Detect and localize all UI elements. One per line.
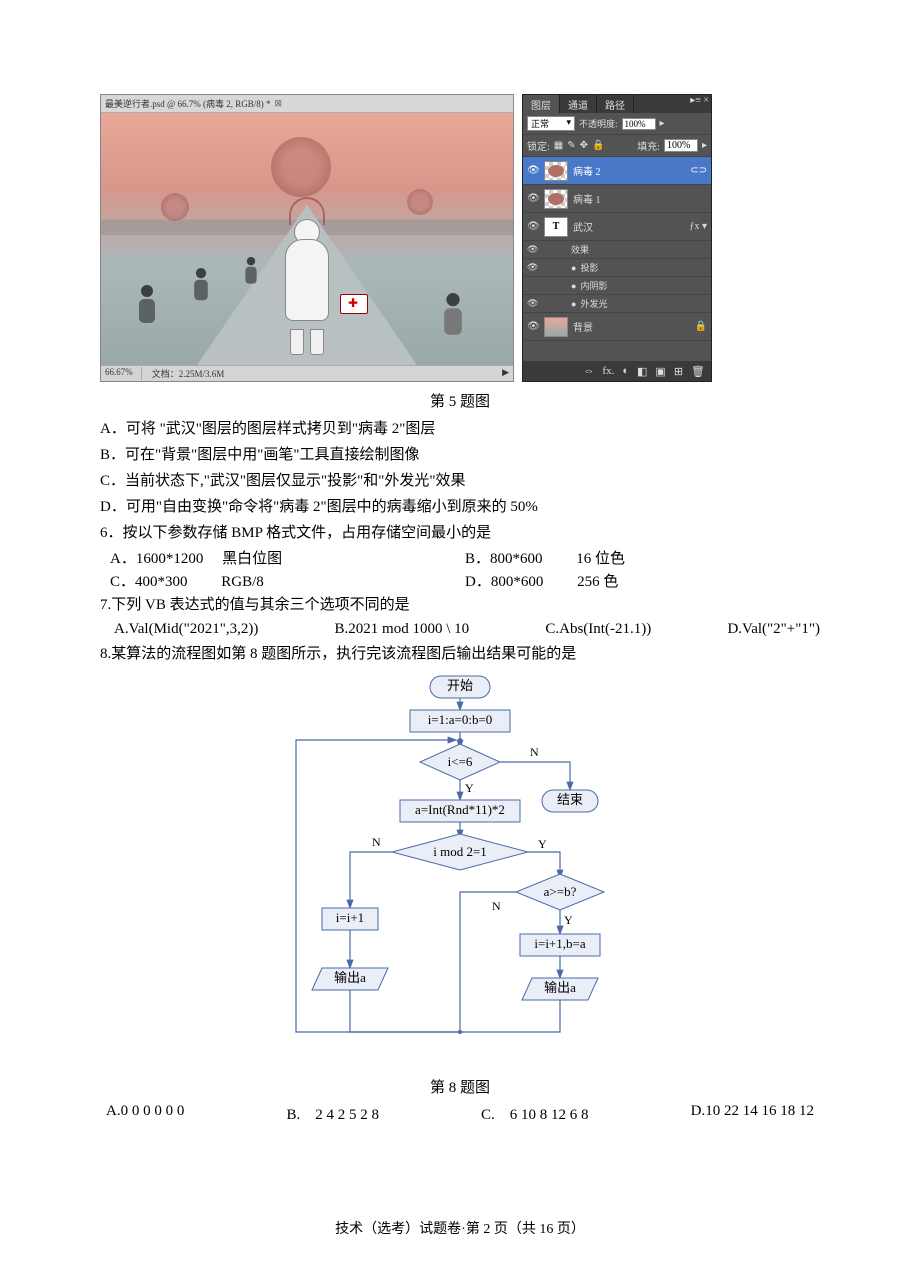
layer-wuhan[interactable]: 👁 T 武汉 ƒx ▾ [523, 213, 711, 241]
blend-mode-select[interactable]: 正常▾ [527, 116, 575, 131]
q5-option-c: C．当前状态下,"武汉"图层仅显示"投影"和"外发光"效果 [100, 469, 820, 493]
layer-thumb [544, 189, 568, 209]
svg-text:N: N [492, 899, 501, 913]
q8-option-b: B. 2 4 2 5 2 8 [286, 1103, 379, 1124]
canvas-title: 最美逆行者.psd @ 66.7% (病毒 2, RGB/8) * [105, 97, 271, 110]
canvas-titlebar: 最美逆行者.psd @ 66.7% (病毒 2, RGB/8) * ⊠ [101, 95, 513, 113]
svg-text:i=i+1,b=a: i=i+1,b=a [534, 936, 585, 951]
q8-option-c: C. 6 10 8 12 6 8 [481, 1103, 589, 1124]
footer-new-icon[interactable]: ⊞ [674, 365, 683, 378]
lock-transparent-icon[interactable]: ▦ [554, 140, 563, 151]
layer-fx-innershadow[interactable]: ●内阴影 [523, 277, 711, 295]
figure-5-caption: 第 5 题图 [100, 390, 820, 411]
footer-adjust-icon[interactable]: ◧ [637, 365, 647, 378]
visibility-icon[interactable]: 👁 [527, 321, 539, 332]
q5-option-d: D．可用"自由变换"命令将"病毒 2"图层中的病毒缩小到原来的 50% [100, 495, 820, 519]
fill-label: 填充: [637, 138, 660, 153]
svg-text:输出a: 输出a [334, 970, 366, 985]
svg-text:输出a: 输出a [544, 980, 576, 995]
q7-option-c: C.Abs(Int(-21.1)) [545, 621, 651, 638]
layer-virus2[interactable]: 👁 病毒 2 ⊂⊃ [523, 157, 711, 185]
footer-fx-icon[interactable]: fx. [602, 365, 614, 377]
layer-thumb [544, 161, 568, 181]
visibility-icon[interactable]: 👁 [527, 165, 539, 176]
svg-text:结束: 结束 [557, 792, 583, 807]
lock-brush-icon[interactable]: ✎ [567, 140, 575, 151]
q5-option-a: A．可将 "武汉"图层的图层样式拷贝到"病毒 2"图层 [100, 417, 820, 441]
q6-stem: 6．按以下参数存储 BMP 格式文件，占用存储空间最小的是 [100, 521, 820, 545]
lock-move-icon[interactable]: ✥ [580, 140, 588, 151]
q7-option-a: A.Val(Mid("2021",3,2)) [114, 621, 258, 638]
link-icon: ⊂⊃ [690, 165, 707, 176]
tab-channels[interactable]: 通道 [560, 95, 597, 113]
layer-fx-dropshadow[interactable]: 👁●投影 [523, 259, 711, 277]
footer-group-icon[interactable]: ▣ [655, 365, 665, 378]
q7-option-b: B.2021 mod 1000 \ 10 [335, 621, 470, 638]
q6-option-d: D．800*600 256 色 [465, 570, 820, 591]
svg-text:Y: Y [465, 781, 474, 795]
text-layer-icon: T [544, 217, 568, 237]
close-icon: ⊠ [275, 98, 283, 109]
photoshop-canvas: 最美逆行者.psd @ 66.7% (病毒 2, RGB/8) * ⊠ 66.6… [100, 94, 514, 382]
svg-text:N: N [372, 835, 381, 849]
panel-tabs: 图层 通道 路径 [523, 95, 711, 113]
panel-footer: ⇔ fx. ◐ ◧ ▣ ⊞ 🗑 [523, 361, 711, 381]
lock-all-icon[interactable]: 🔒 [592, 140, 604, 151]
flowchart: 开始 i=1:a=0:b=0 i<=6 Y N 结束 a=Int(Rnd*11)… [260, 672, 660, 1072]
svg-text:i<=6: i<=6 [448, 754, 473, 769]
layer-background[interactable]: 👁 背景 🔒 [523, 313, 711, 341]
svg-text:Y: Y [538, 837, 547, 851]
svg-text:开始: 开始 [447, 678, 473, 693]
layers-panel: ▸≡ × 图层 通道 路径 正常▾ 不透明度: 100% ▸ 锁定: ▦ ✎ ✥… [522, 94, 712, 382]
visibility-icon[interactable]: 👁 [527, 193, 539, 204]
status-doc: 文档：2.25M/3.6M [152, 367, 225, 380]
footer-mask-icon[interactable]: ◐ [622, 365, 629, 377]
svg-text:Y: Y [564, 913, 573, 927]
svg-text:N: N [530, 745, 539, 759]
q8-option-a: A.0 0 0 0 0 0 [106, 1103, 184, 1124]
q7-stem: 7.下列 VB 表达式的值与其余三个选项不同的是 [100, 593, 820, 617]
svg-text:i=i+1: i=i+1 [336, 910, 364, 925]
svg-text:a=Int(Rnd*11)*2: a=Int(Rnd*11)*2 [415, 802, 505, 817]
fx-badge: ƒx ▾ [689, 221, 707, 232]
page-footer: 技术（选考）试题卷·第 2 页（共 16 页） [0, 1218, 920, 1238]
q7-option-d: D.Val("2"+"1") [727, 621, 820, 638]
q6-option-a: A．1600*1200 黑白位图 [100, 547, 465, 568]
tab-paths[interactable]: 路径 [597, 95, 634, 113]
svg-text:i mod 2=1: i mod 2=1 [433, 844, 487, 859]
tab-layers[interactable]: 图层 [523, 95, 560, 113]
opacity-label: 不透明度: [579, 117, 618, 130]
canvas-image [101, 113, 513, 365]
q6-option-b: B．800*600 16 位色 [465, 547, 820, 568]
lock-icon: 🔒 [695, 321, 707, 332]
fill-input[interactable]: 100% [664, 139, 698, 152]
q6-option-c: C．400*300 RGB/8 [100, 570, 465, 591]
q8-option-d: D.10 22 14 16 18 12 [691, 1103, 814, 1124]
footer-trash-icon[interactable]: 🗑 [691, 365, 705, 378]
layer-fx-outerglow[interactable]: 👁●外发光 [523, 295, 711, 313]
q5-option-b: B．可在"背景"图层中用"画笔"工具直接绘制图像 [100, 443, 820, 467]
layer-thumb [544, 317, 568, 337]
layer-fx-header: 👁效果 [523, 241, 711, 259]
panel-menu-icon: ▸≡ × [690, 95, 709, 106]
q8-stem: 8.某算法的流程图如第 8 题图所示，执行完该流程图后输出结果可能的是 [100, 642, 820, 666]
visibility-icon[interactable]: 👁 [527, 221, 539, 232]
canvas-statusbar: 66.67% 文档：2.25M/3.6M ▶ [101, 365, 513, 381]
svg-text:a>=b?: a>=b? [544, 884, 577, 899]
lock-label: 锁定: [527, 138, 550, 153]
opacity-input[interactable]: 100% [622, 118, 656, 130]
figure-8-caption: 第 8 题图 [100, 1076, 820, 1097]
figure-5: 最美逆行者.psd @ 66.7% (病毒 2, RGB/8) * ⊠ 66.6… [100, 94, 820, 382]
svg-text:i=1:a=0:b=0: i=1:a=0:b=0 [428, 712, 493, 727]
status-zoom: 66.67% [105, 367, 142, 380]
footer-link-icon[interactable]: ⇔ [583, 365, 594, 377]
layer-virus1[interactable]: 👁 病毒 1 [523, 185, 711, 213]
